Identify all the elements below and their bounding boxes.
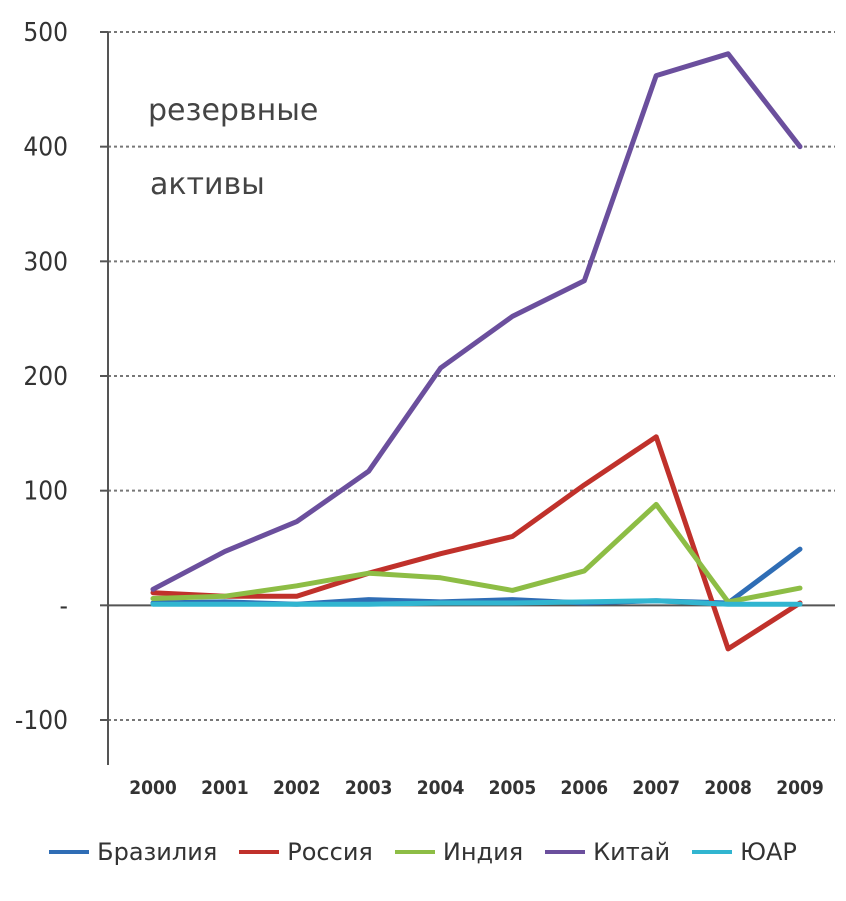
series-group bbox=[150, 51, 803, 652]
y-tick-labels: 500 400 300 200 100 - -100 bbox=[15, 18, 68, 736]
series-line-2 bbox=[150, 501, 803, 605]
x-tick-label: 2009 bbox=[776, 777, 824, 799]
legend-label: Индия bbox=[442, 838, 524, 866]
legend-item: Индия bbox=[394, 838, 524, 866]
x-tick-label: 2008 bbox=[704, 777, 752, 799]
x-tick-label: 2007 bbox=[632, 777, 680, 799]
series-line-1 bbox=[150, 434, 803, 652]
annotation-line-2: активы bbox=[150, 167, 265, 202]
grid bbox=[100, 31, 835, 721]
y-tick-label: 400 bbox=[23, 133, 68, 163]
legend-item: Россия bbox=[239, 838, 373, 866]
legend-label: ЮАР bbox=[740, 838, 797, 866]
x-tick-label: 2002 bbox=[273, 777, 321, 799]
x-tick-labels: 2000 2001 2002 2003 2004 2005 2006 2007 2008 2009 bbox=[129, 777, 824, 799]
y-tick-label: 500 bbox=[23, 18, 68, 48]
legend: Бразилия Россия Индия Китай ЮАР bbox=[0, 838, 846, 866]
legend-swatch bbox=[545, 850, 586, 854]
legend-label: Китай bbox=[593, 838, 671, 866]
series-line-4 bbox=[150, 598, 803, 607]
legend-swatch bbox=[394, 850, 435, 854]
x-tick-label: 2006 bbox=[561, 777, 609, 799]
legend-label: Россия bbox=[287, 838, 373, 866]
y-tick-label: 100 bbox=[23, 477, 68, 507]
series-line-3 bbox=[150, 51, 803, 592]
legend-swatch bbox=[692, 850, 733, 854]
x-tick-label: 2000 bbox=[129, 777, 177, 799]
legend-item: Китай bbox=[545, 838, 670, 866]
y-tick-label: 200 bbox=[23, 362, 68, 392]
legend-item: ЮАР bbox=[692, 838, 797, 866]
annotation-line-1: резервные bbox=[148, 93, 318, 128]
legend-item: Бразилия bbox=[49, 838, 217, 866]
x-tick-label: 2001 bbox=[201, 777, 249, 799]
y-tick-label: -100 bbox=[15, 706, 68, 736]
y-tick-label: - bbox=[60, 591, 68, 621]
y-tick-label: 300 bbox=[23, 247, 68, 277]
x-tick-label: 2003 bbox=[345, 777, 393, 799]
legend-swatch bbox=[49, 850, 90, 854]
x-tick-label: 2005 bbox=[489, 777, 537, 799]
x-tick-label: 2004 bbox=[417, 777, 465, 799]
legend-label: Бразилия bbox=[97, 838, 218, 866]
legend-swatch bbox=[239, 850, 280, 854]
